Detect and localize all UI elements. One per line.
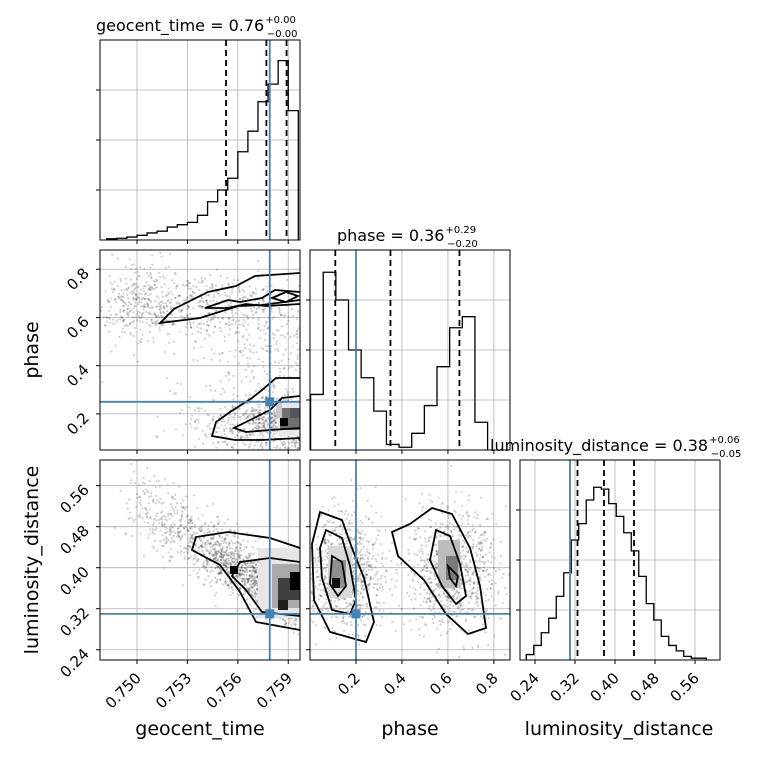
scatter-geocent-ld-density-5 [278,600,288,610]
scatter-geocent-phase-density-2 [280,418,288,426]
hist-luminosity_distance-frame [519,459,721,661]
scatter-geocent-phase-contour-1 [204,289,300,309]
title-luminosity_distance: luminosity_distance = 0.38+0.06 −0.05 [490,435,741,460]
scatter-geocent-phase-truth-marker [265,397,275,407]
scatter-geocent-phase-density-4 [276,398,282,418]
scatter-phase-ld-contour-2 [329,554,347,598]
scatter-phase-ld-frame [309,459,511,661]
scatter-geocent-ld-contour-0 [190,531,300,631]
scatter-phase-ld-contour-3 [390,507,487,636]
xlabel-luminosity_distance: luminosity_distance [525,718,714,740]
y-ld-yticklabel-2: 0.40 [56,563,92,599]
y-ld-yticklabel-0: 0.24 [56,645,92,681]
title-geocent_time: geocent_time = 0.76+0.00 −0.00 [96,15,298,40]
hist-geocent_time-hist-line [106,59,299,240]
y-ld-yticklabel-4: 0.56 [56,481,92,517]
ylabel-luminosity_distance: luminosity_distance [21,466,43,655]
x-ld-xticklabel-1: 0.32 [546,669,582,705]
y-phase-yticklabel-1: 0.4 [63,361,93,391]
x-phase-xticklabel-2: 0.6 [426,669,456,699]
x-geocent-xticklabel-2: 0.756 [203,669,246,712]
scatter-phase-ld-contour-5 [446,563,459,589]
x-geocent-xticklabel-0: 0.750 [102,669,145,712]
scatter-phase-ld-contour-4 [429,528,467,606]
scatter-phase-ld-plot-area [310,460,510,660]
scatter-geocent-phase-plot-area [100,250,300,450]
scatter-geocent-ld-frame [99,459,301,661]
scatter-geocent-ld-density-3 [290,572,300,590]
x-phase-xticklabel-0: 0.2 [334,669,364,699]
hist-luminosity_distance-hist-line [525,486,707,660]
title-phase: phase = 0.36+0.29 −0.20 [337,225,478,250]
scatter-geocent-phase-density-3 [290,408,300,418]
x-geocent-xticklabel-3: 0.759 [253,669,296,712]
scatter-geocent-ld-plot-area [100,460,300,660]
scatter-geocent-phase-contour-4 [269,291,300,303]
y-phase-yticklabel-2: 0.6 [63,313,93,343]
y-phase-yticklabel-3: 0.8 [63,264,93,294]
scatter-geocent-ld-density-4 [230,566,238,574]
scatter-phase-ld-density-2 [332,578,340,588]
xlabel-phase: phase [381,718,438,740]
x-ld-xticklabel-4: 0.56 [666,669,702,705]
xlabel-geocent_time: geocent_time [135,718,264,740]
hist-phase-frame [309,249,511,451]
scatter-geocent-phase-frame [99,249,301,451]
x-ld-xticklabel-3: 0.48 [626,669,662,705]
x-phase-xticklabel-1: 0.4 [380,669,410,699]
x-geocent-xticklabel-1: 0.753 [152,669,195,712]
scatter-geocent-phase-contour-0 [157,272,300,325]
scatter-phase-ld-truth-marker [351,609,361,619]
hist-phase-hist-line [309,271,489,450]
scatter-geocent-phase-samples [100,251,300,450]
hist-geocent_time-frame [99,39,301,241]
y-ld-yticklabel-3: 0.48 [56,522,92,558]
x-ld-xticklabel-0: 0.24 [506,669,542,705]
x-ld-xticklabel-2: 0.40 [586,669,622,705]
y-phase-yticklabel-0: 0.2 [63,409,93,439]
y-ld-yticklabel-1: 0.32 [56,604,92,640]
scatter-geocent-phase-contour-3 [231,395,300,433]
scatter-geocent-ld-truth-marker [265,609,275,619]
scatter-phase-ld-contour-0 [311,510,375,644]
x-phase-xticklabel-3: 0.8 [472,669,502,699]
ylabel-phase: phase [21,321,43,378]
